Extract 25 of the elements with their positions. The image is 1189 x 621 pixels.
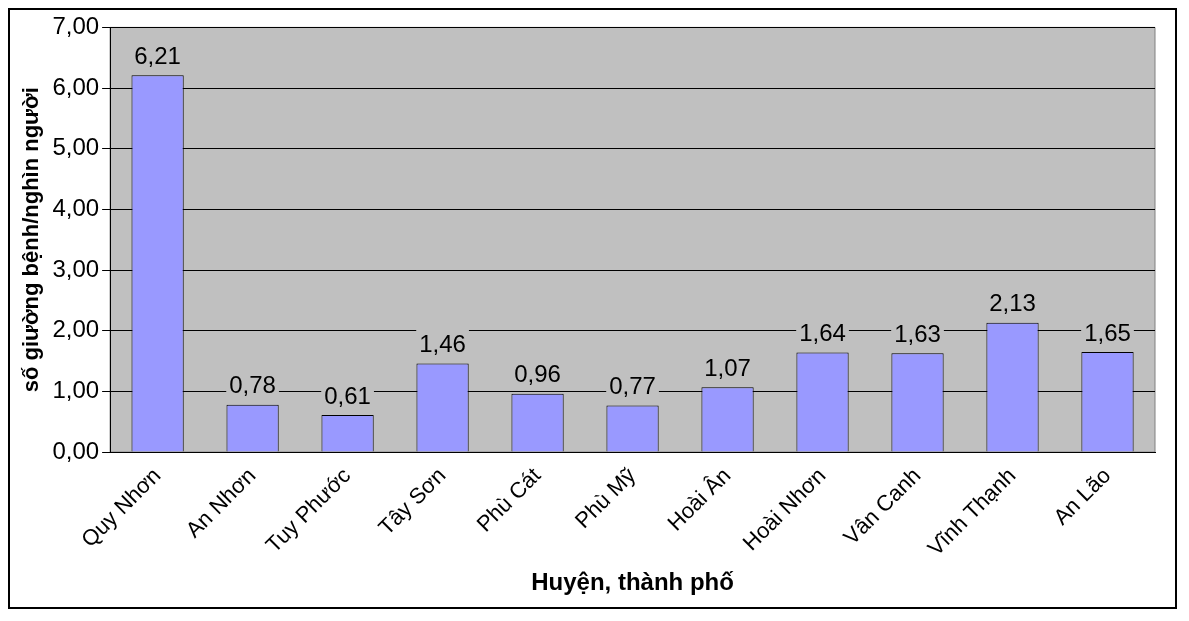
- data-label: 1,07: [704, 353, 751, 381]
- y-tick-label: 7,00: [52, 12, 100, 40]
- y-tick-label: 4,00: [52, 194, 100, 222]
- data-label: 1,46: [419, 330, 466, 358]
- data-label: 1,65: [1084, 318, 1131, 346]
- y-tick-label: 3,00: [52, 254, 100, 282]
- x-tick-label: Phù Cát: [471, 462, 546, 537]
- data-label: 0,61: [324, 381, 371, 409]
- data-label: 2,13: [989, 289, 1036, 317]
- data-label: 6,21: [134, 41, 181, 69]
- x-tick-label: Tây Sơn: [373, 462, 451, 540]
- x-axis-title: Huyện, thành phố: [531, 568, 734, 596]
- x-tick-label: An Lão: [1048, 462, 1116, 530]
- y-tick-label: 0,00: [52, 436, 100, 464]
- y-tick-label: 6,00: [52, 72, 100, 100]
- data-label: 0,96: [514, 360, 561, 388]
- data-label: 0,78: [229, 371, 276, 399]
- y-tick-label: 1,00: [52, 376, 100, 404]
- y-tick-label: 5,00: [52, 133, 100, 161]
- x-tick-label: Phù Mỹ: [569, 462, 641, 533]
- data-label: 1,64: [799, 319, 846, 347]
- y-axis-title: số giường bệnh/nghìn người: [18, 87, 44, 393]
- data-label: 1,63: [894, 319, 941, 347]
- y-tick-label: 2,00: [52, 315, 100, 343]
- data-label: 0,77: [609, 372, 656, 400]
